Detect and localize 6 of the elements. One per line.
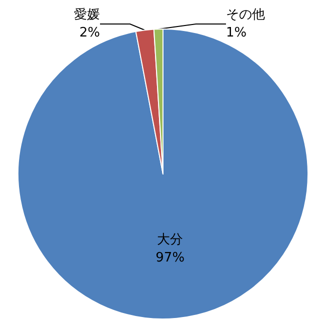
data-label: 97% xyxy=(156,250,185,266)
slice-label: 愛媛 xyxy=(74,8,100,22)
slice-label: その他 xyxy=(226,8,265,22)
slice-label: 大分 xyxy=(157,232,184,248)
data-label: 2% xyxy=(79,26,100,40)
data-label: 1% xyxy=(226,26,247,40)
